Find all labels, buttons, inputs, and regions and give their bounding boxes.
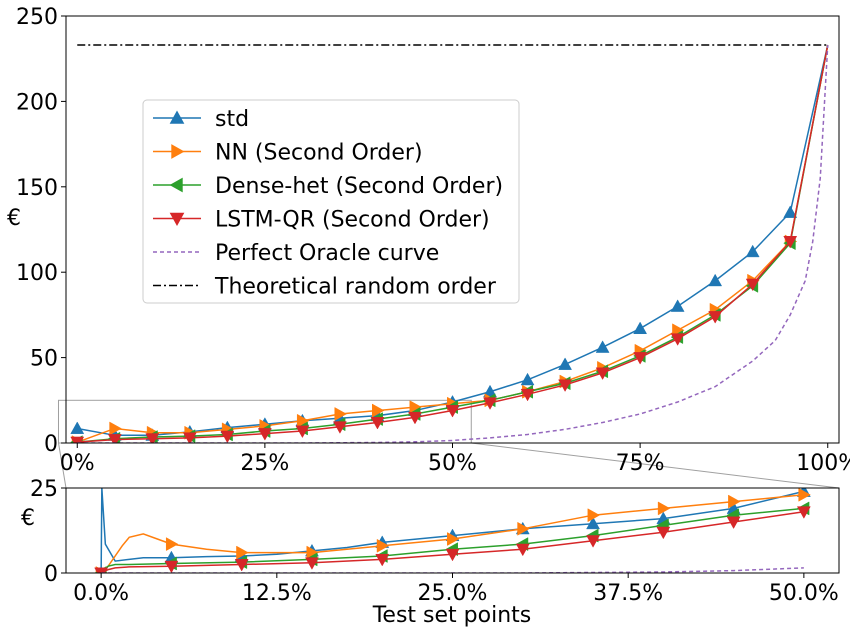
main-x-tick-label: 25% [240, 451, 289, 476]
inset-marker-lstm-qr-second-order [515, 543, 530, 557]
main-marker-lstm-qr-second-order [670, 333, 685, 346]
main-marker-lstm-qr-second-order [408, 411, 422, 425]
main-marker-lstm-qr-second-order [520, 388, 535, 402]
legend-label-perfect-oracle-curve: Perfect Oracle curve [215, 241, 439, 266]
main-y-tick-label: 0 [44, 432, 58, 457]
main-marker-nn-second-order [296, 413, 310, 428]
legend-label-nn-second-order: NN (Second Order) [215, 141, 423, 166]
inset-series-lstm-qr-second-order [100, 511, 804, 573]
inset-xlabel: Test set points [372, 603, 532, 628]
inset-marker-nn-second-order [587, 508, 601, 523]
main-y-tick-label: 150 [16, 176, 58, 201]
main-x-tick-label: 100% [796, 451, 850, 476]
main-y-tick-label: 100 [16, 261, 58, 286]
inset-x-tick-label: 37.5% [593, 581, 663, 606]
main-marker-lstm-qr-second-order [595, 367, 610, 380]
main-marker-lstm-qr-second-order [708, 311, 723, 324]
legend-label-theoretical-random-order: Theoretical random order [214, 275, 497, 300]
main-marker-lstm-qr-second-order [295, 425, 310, 439]
inset-marker-lstm-qr-second-order [445, 548, 460, 562]
inset-marker-lstm-qr-second-order [234, 559, 249, 572]
main-marker-lstm-qr-second-order [633, 352, 648, 365]
legend-marker-dense-het-second-order [169, 177, 183, 193]
inset-marker-lstm-qr-second-order [656, 526, 671, 540]
zoom-connector-right [471, 442, 840, 489]
inset-marker-nn-second-order [798, 488, 811, 502]
inset-marker-nn-second-order [236, 545, 249, 560]
inset-marker-nn-second-order [376, 538, 390, 553]
main-marker-std [520, 372, 535, 386]
main-marker-nn-second-order [372, 403, 385, 418]
main-marker-std [745, 244, 760, 258]
main-marker-std [708, 273, 723, 287]
inset-marker-nn-second-order [728, 494, 741, 509]
main-marker-lstm-qr-second-order [182, 432, 197, 443]
inset-x-tick-label: 25.0% [418, 581, 488, 606]
main-marker-nn-second-order [109, 421, 122, 436]
inset-y-tick-label: 0 [44, 562, 58, 587]
inset-marker-lstm-qr-second-order [305, 557, 319, 570]
legend-marker-lstm-qr-second-order [169, 212, 185, 227]
main-marker-std [70, 421, 85, 434]
inset-y-tick-label: 25 [30, 477, 58, 502]
main-marker-lstm-qr-second-order [745, 278, 760, 292]
main-ylabel: € [7, 206, 21, 231]
inset-marker-nn-second-order [165, 537, 179, 552]
legend-label-dense-het-second-order: Dense-het (Second Order) [215, 174, 503, 199]
legend-label-lstm-qr-second-order: LSTM-QR (Second Order) [215, 208, 490, 233]
zoom-inset-panel: 0.0% 12.5% 25.0% 37.5% 50.0% 0 25 [30, 477, 840, 606]
inset-x-tick-label: 12.5% [242, 581, 312, 606]
inset-ylabel: € [21, 506, 35, 531]
main-marker-lstm-qr-second-order [257, 428, 272, 441]
main-marker-std [670, 299, 685, 312]
main-marker-std [558, 357, 572, 370]
main-marker-lstm-qr-second-order [107, 434, 122, 443]
inset-marker-lstm-qr-second-order [586, 535, 600, 548]
legend-label-std: std [215, 107, 249, 132]
inset-marker-lstm-qr-second-order [796, 506, 811, 519]
main-plot-panel: 0% 25% 50% 75% 100% 0 50 100 150 200 250 [16, 5, 850, 476]
main-marker-lstm-qr-second-order [370, 417, 385, 430]
main-x-tick-label: 50% [428, 451, 477, 476]
main-marker-nn-second-order [334, 407, 347, 421]
inset-marker-lstm-qr-second-order [164, 560, 179, 573]
main-marker-lstm-qr-second-order [220, 430, 235, 443]
main-marker-std [783, 205, 798, 218]
main-x-tick-label: 75% [616, 451, 665, 476]
legend-marker-nn-second-order [171, 144, 185, 159]
main-y-tick-label: 50 [30, 347, 58, 372]
chart-legend: std NN (Second Order) Dense-het (Second Or… [142, 99, 520, 304]
zoom-connector-left [58, 442, 67, 489]
main-marker-lstm-qr-second-order [558, 379, 572, 392]
main-marker-std [595, 340, 610, 353]
inset-marker-lstm-qr-second-order [726, 516, 741, 530]
main-y-tick-label: 250 [16, 5, 58, 30]
inset-x-tick-label: 50.0% [769, 581, 839, 606]
main-series-perfect-oracle-curve [77, 44, 829, 443]
main-marker-lstm-qr-second-order [145, 433, 160, 443]
legend-marker-std [169, 110, 185, 124]
inset-marker-lstm-qr-second-order [94, 567, 109, 573]
inset-series-perfect-oracle-curve [101, 567, 804, 573]
legend-frame [142, 99, 520, 304]
inset-marker-lstm-qr-second-order [375, 553, 390, 567]
main-marker-lstm-qr-second-order [445, 405, 460, 418]
inset-marker-std [586, 516, 600, 530]
inset-marker-nn-second-order [517, 521, 530, 536]
inset-series-dense-het-second-order [100, 507, 804, 573]
main-marker-std [633, 321, 648, 335]
inset-x-tick-label: 0.0% [73, 581, 129, 606]
main-x-tick-label: 0% [60, 451, 95, 476]
main-y-tick-label: 200 [16, 90, 58, 115]
main-marker-lstm-qr-second-order [783, 236, 798, 249]
main-marker-lstm-qr-second-order [333, 421, 347, 434]
main-marker-lstm-qr-second-order [483, 397, 497, 410]
inset-marker-nn-second-order [657, 501, 671, 516]
inset-marker-nn-second-order [447, 532, 460, 546]
